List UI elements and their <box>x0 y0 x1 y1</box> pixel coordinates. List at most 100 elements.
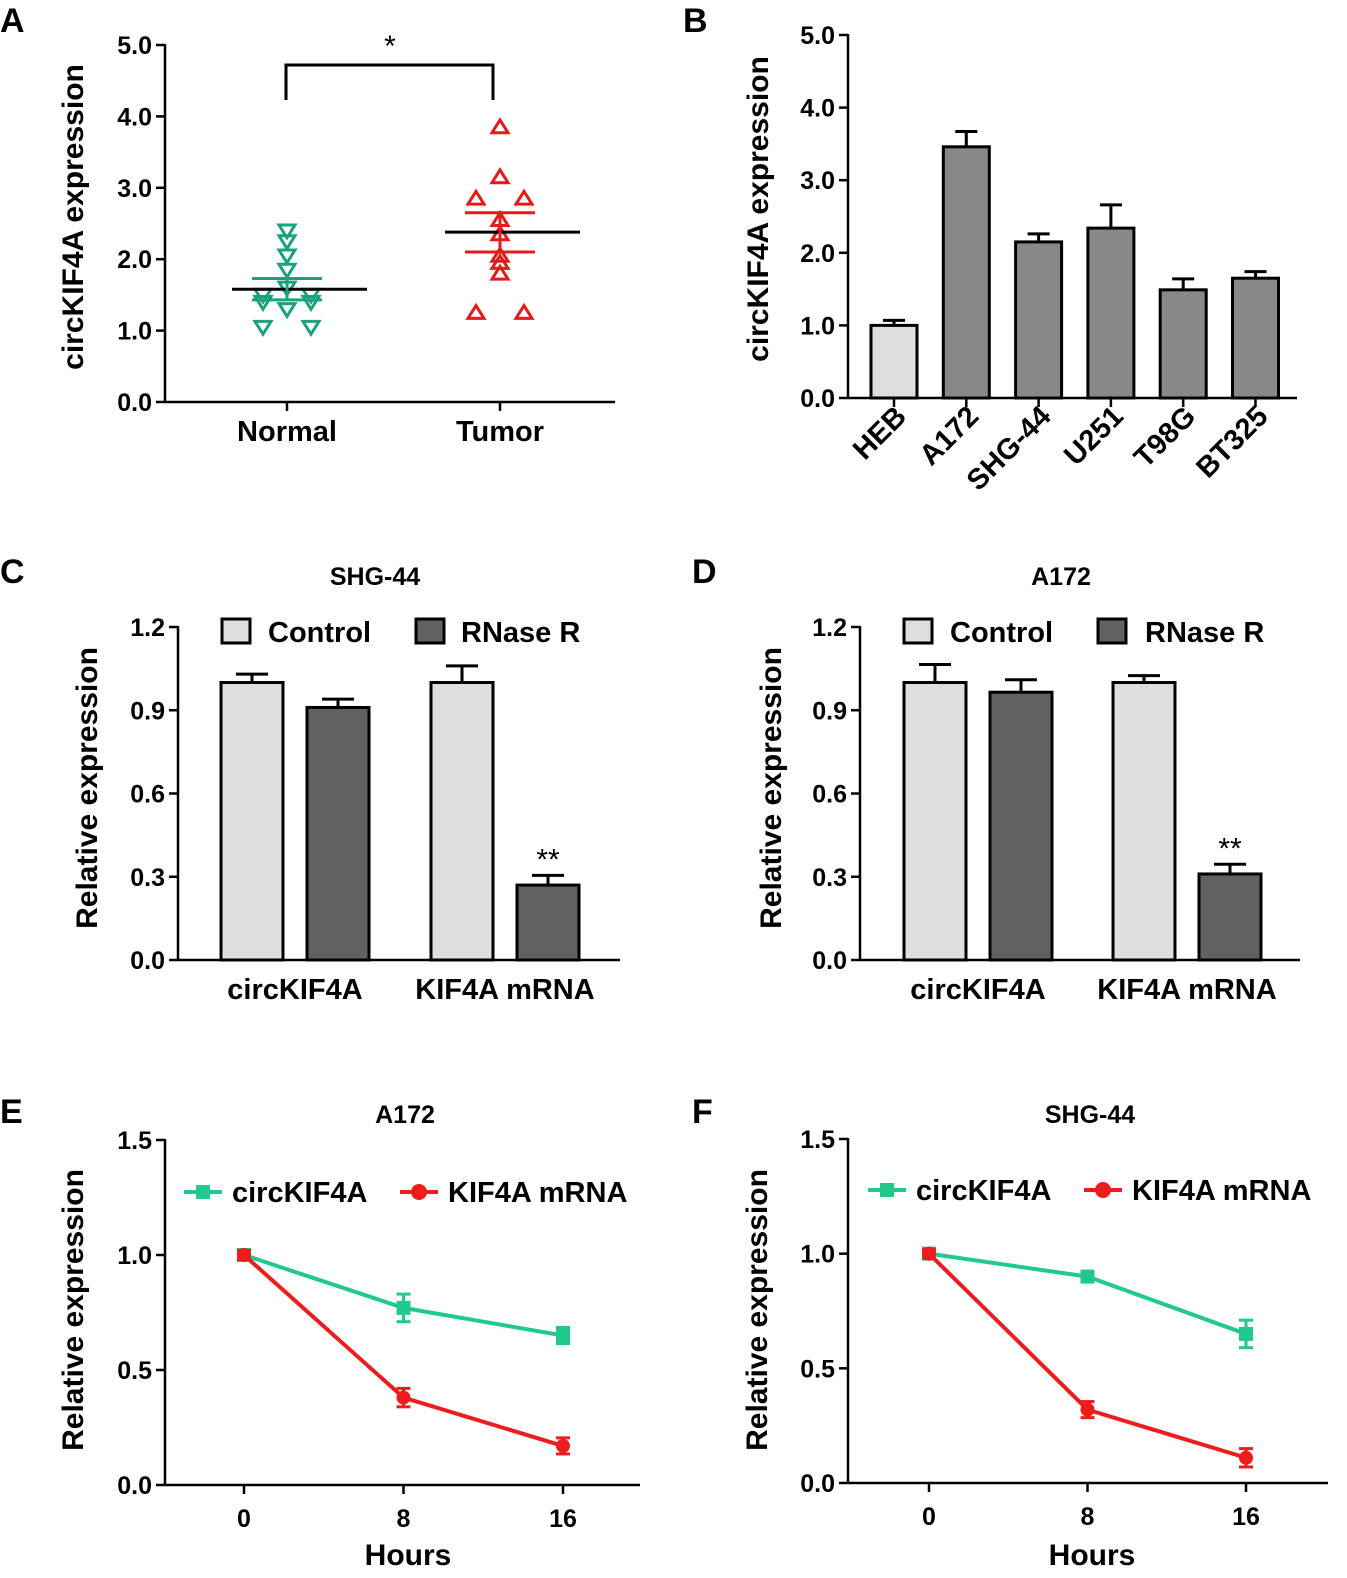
panel-d-bar-control-circkif4a <box>902 681 968 962</box>
panel-c-x-tick-label: circKIF4A <box>227 974 362 1006</box>
panel-b-x-tick-label: HEB <box>847 400 913 466</box>
panel-b-y-tick-label: 5.0 <box>800 22 835 50</box>
panel-d-significance-label: ** <box>1218 832 1242 865</box>
panel-label-d: D <box>692 553 717 591</box>
panel-a-y-axis-title: circKIF4A expression <box>57 64 90 370</box>
panel-e-circkif4a-point <box>396 1300 411 1315</box>
panel-a-normal-point <box>276 302 298 320</box>
panel-f-legend-mrna-label: KIF4A mRNA <box>1132 1175 1311 1207</box>
panel-f-kif4a-mrna-line <box>927 1252 1247 1460</box>
panel-b-y-tick-label: 0.0 <box>800 385 835 413</box>
panel-a-tumor-point <box>489 245 511 263</box>
panel-e-legend-circ-label: circKIF4A <box>232 1177 367 1209</box>
panel-a-y-tick-label: 2.0 <box>117 246 152 274</box>
panel-e-y-tick-label: 0.0 <box>117 1472 152 1500</box>
panel-d-grouped-bar-chart: A172 Relative expression Control RNase R… <box>755 563 1300 1006</box>
panel-a-tumor-point <box>489 167 511 185</box>
panel-f-y-axis-title: Relative expression <box>741 1169 774 1451</box>
panel-a-y-tick-label: 0.0 <box>117 389 152 417</box>
panel-a-x-tick-label: Normal <box>237 416 337 448</box>
panel-a-significance-label: * <box>384 30 396 63</box>
panel-f-legend-circ-label: circKIF4A <box>916 1175 1051 1207</box>
panel-a-y-tick-label: 4.0 <box>117 103 152 131</box>
panel-b-bar-a172 <box>941 145 991 400</box>
panel-c-bar-rnase-r-kif4a-mrna <box>515 883 581 962</box>
panel-b-bar-t98g <box>1158 288 1208 400</box>
panel-a-tumor-point <box>489 263 511 281</box>
panel-f-y-tick-label: 1.5 <box>800 1126 835 1154</box>
panel-e-x-tick-label: 16 <box>549 1505 577 1533</box>
panel-b-y-tick-label: 3.0 <box>800 167 835 195</box>
panel-c-y-tick-label: 0.6 <box>130 781 165 809</box>
panel-e-x-tick-label: 8 <box>397 1505 411 1533</box>
panel-d-y-tick-label: 0.9 <box>812 697 847 725</box>
panel-f-line-chart: SHG-44 Relative expression Hours circKIF… <box>741 1101 1328 1572</box>
panel-a-y-tick-label: 3.0 <box>117 175 152 203</box>
panel-a-significance-bracket <box>284 63 495 100</box>
panel-d-y-tick-label: 0.3 <box>812 864 847 892</box>
panel-f-x-tick-label: 16 <box>1232 1503 1260 1531</box>
panel-a-y-tick-label: 1.0 <box>117 318 152 346</box>
panel-f-x-axis-title: Hours <box>1049 1539 1136 1572</box>
panel-c-bar-rnase-r-circkif4a <box>305 705 371 962</box>
panel-d-legend-control-swatch <box>902 617 934 645</box>
panel-e-kif4a-mrna-point <box>237 1248 251 1262</box>
panel-d-y-tick-label: 1.2 <box>812 614 847 642</box>
panel-label-a: A <box>0 2 25 40</box>
panel-c-legend-control-label: Control <box>268 617 371 649</box>
panel-b-x-tick-label: U251 <box>1058 400 1130 472</box>
panel-label-e: E <box>0 1093 23 1131</box>
panel-a-normal-point <box>276 262 298 280</box>
panel-f-circkif4a-line <box>928 1251 1247 1336</box>
panel-f-kif4a-mrna-point <box>922 1246 936 1261</box>
panel-c-y-tick-label: 0.3 <box>130 864 165 892</box>
panel-b-bar-bt325 <box>1231 276 1280 400</box>
panel-a-tumor-point <box>513 302 535 320</box>
panel-e-x-axis-title: Hours <box>365 1539 452 1572</box>
panel-c-legend-rnase-label: RNase R <box>461 617 580 649</box>
panel-a-normal-point <box>276 234 298 252</box>
panel-a-normal-point <box>276 248 298 266</box>
panel-c-y-tick-label: 0.0 <box>130 947 165 975</box>
panel-e-x-tick-label: 0 <box>237 1505 251 1533</box>
panel-f-x-tick-label: 0 <box>922 1503 936 1531</box>
panel-c-grouped-bar-chart: SHG-44 Relative expression Control RNase… <box>71 563 620 1006</box>
panel-e-title: A172 <box>375 1101 435 1129</box>
panel-b-x-tick-label: BT325 <box>1190 400 1274 484</box>
panel-f-legend-mrna-marker <box>1095 1182 1111 1198</box>
panel-c-legend-control-swatch <box>220 617 252 645</box>
panel-c-y-tick-label: 1.2 <box>130 614 165 642</box>
panel-e-kif4a-mrna-point <box>396 1390 411 1405</box>
panel-e-legend-mrna-label: KIF4A mRNA <box>448 1177 627 1209</box>
panel-d-x-tick-label: KIF4A mRNA <box>1097 974 1276 1006</box>
panel-d-legend-rnase-label: RNase R <box>1145 617 1264 649</box>
panel-f-legend-circ-marker <box>880 1183 894 1197</box>
panel-e-y-tick-label: 1.5 <box>117 1127 152 1155</box>
panel-e-y-tick-label: 0.5 <box>117 1357 152 1385</box>
panel-c-significance-label: ** <box>536 843 560 876</box>
panel-a-tumor-point <box>489 117 511 135</box>
panel-d-bar-control-kif4a-mrna <box>1111 681 1177 962</box>
panel-c-y-axis-title: Relative expression <box>71 647 104 929</box>
panel-label-b: B <box>683 2 708 40</box>
panel-f-y-tick-label: 0.5 <box>800 1355 835 1383</box>
panel-b-bar-chart: circKIF4A expression 0.0 1.0 2.0 3.0 4.0 5.0 H… <box>742 22 1297 497</box>
panel-f-circkif4a-point <box>1239 1326 1253 1341</box>
panel-d-y-axis-title: Relative expression <box>755 647 788 929</box>
panel-b-y-axis-title: circKIF4A expression <box>742 56 775 362</box>
panel-a-tumor-point <box>465 302 487 320</box>
panel-b-y-tick-label: 1.0 <box>800 312 835 340</box>
panel-d-bar-rnase-r-kif4a-mrna <box>1197 872 1263 962</box>
panel-e-line-chart: A172 Relative expression Hours circKIF4A… <box>57 1101 640 1572</box>
panel-a-normal-point <box>276 223 298 241</box>
panel-c-y-tick-label: 0.9 <box>130 697 165 725</box>
panel-d-legend-control-label: Control <box>950 617 1053 649</box>
panel-d-y-tick-label: 0.0 <box>812 947 847 975</box>
panel-e-kif4a-mrna-line <box>242 1253 564 1448</box>
panel-e-kif4a-mrna-point <box>556 1438 570 1453</box>
panel-b-y-tick-label: 4.0 <box>800 95 835 123</box>
panel-b-bar-shg-44 <box>1014 240 1064 400</box>
panel-d-title: A172 <box>1031 563 1091 591</box>
panel-f-y-tick-label: 1.0 <box>800 1241 835 1269</box>
panel-a-y-tick-label: 5.0 <box>117 32 152 60</box>
